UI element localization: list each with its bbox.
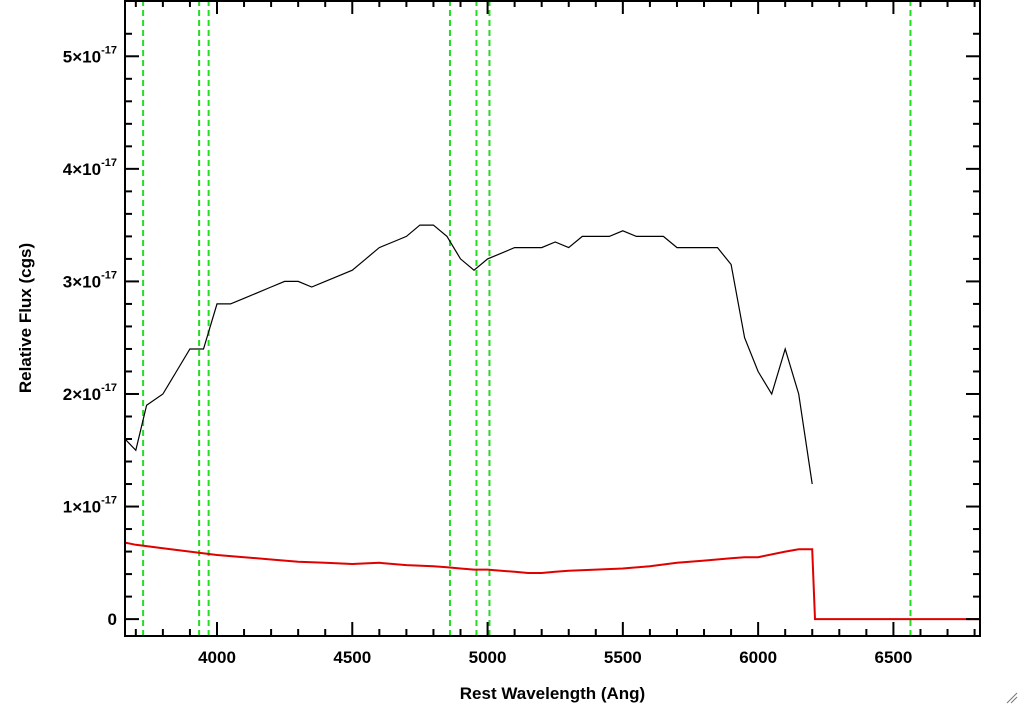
y-tick-mantissa: 1×10 — [63, 498, 101, 517]
y-tick-mantissa: 2×10 — [63, 385, 101, 404]
x-tick-label: 6500 — [875, 648, 913, 667]
x-tick-label: 5000 — [469, 648, 507, 667]
y-tick-exponent: -17 — [101, 44, 117, 56]
y-tick-label: 2×10-17 — [63, 382, 117, 404]
y-axis-ticks: 01×10-172×10-173×10-174×10-175×10-17 — [63, 32, 980, 629]
plot-frame — [124, 0, 981, 637]
x-tick-label: 6000 — [739, 648, 777, 667]
y-tick-exponent: -17 — [101, 495, 117, 507]
y-tick-mantissa: 3×10 — [63, 272, 101, 291]
x-tick-label: 5500 — [604, 648, 642, 667]
y-tick-mantissa: 4×10 — [63, 160, 101, 179]
x-axis-ticks: 4000 4500 5000 5500 6000 6500 — [134, 0, 976, 667]
x-tick-label: 4000 — [198, 648, 236, 667]
reference-lines — [142, 0, 912, 636]
y-tick-label: 5×10-17 — [63, 44, 117, 66]
y-tick-label: 4×10-17 — [63, 157, 117, 179]
y-tick-exponent: -17 — [101, 157, 117, 169]
y-axis-title: Relative Flux (cgs) — [16, 243, 35, 393]
y-tick-label: 0 — [108, 610, 117, 629]
y-tick-exponent: -17 — [101, 269, 117, 281]
y-tick-exponent: -17 — [101, 382, 117, 394]
resize-grip-icon[interactable] — [1004, 690, 1018, 704]
x-tick-label: 4500 — [333, 648, 371, 667]
y-tick-label: 3×10-17 — [63, 269, 117, 291]
x-axis-title: Rest Wavelength (Ang) — [460, 684, 645, 703]
series-line — [124, 224, 813, 485]
y-tick-mantissa: 0 — [108, 610, 117, 629]
y-tick-label: 1×10-17 — [63, 495, 117, 517]
y-tick-mantissa: 5×10 — [63, 47, 101, 66]
series-line — [124, 541, 980, 621]
series-group — [124, 224, 980, 621]
